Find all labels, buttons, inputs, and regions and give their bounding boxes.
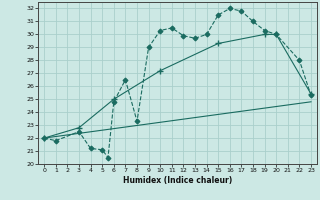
X-axis label: Humidex (Indice chaleur): Humidex (Indice chaleur): [123, 176, 232, 185]
